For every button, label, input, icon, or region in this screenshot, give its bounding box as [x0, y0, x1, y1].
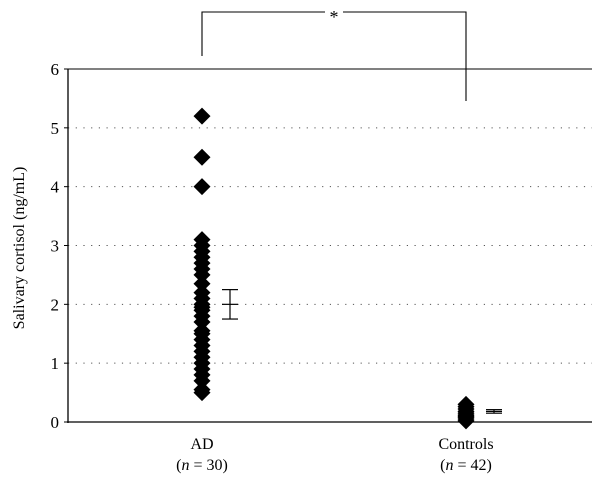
y-tick-labels: 0 1 2 3 4 5 6 [51, 60, 68, 432]
data-point [457, 395, 475, 413]
error-bars [222, 289, 502, 414]
data-point [193, 284, 211, 302]
data-point [193, 275, 211, 293]
y-tick-label: 2 [51, 295, 60, 314]
y-tick-label: 1 [51, 354, 60, 373]
grid-lines [68, 127, 592, 364]
category-label: AD [190, 436, 213, 453]
y-tick-label: 0 [51, 413, 60, 432]
y-tick-label: 4 [51, 178, 60, 197]
significance-asterisk: * [330, 7, 339, 27]
category-labels: AD (n = 30) Controls (n = 42) [176, 436, 493, 474]
category-label: Controls [438, 436, 493, 453]
y-tick-label: 6 [51, 60, 60, 79]
significance-bracket: * [201, 6, 467, 101]
data-point [193, 231, 211, 249]
data-point [193, 107, 211, 125]
data-point [193, 322, 211, 340]
data-markers [193, 107, 475, 430]
y-tick-label: 5 [51, 119, 60, 138]
bracket-gap [325, 6, 343, 18]
y-axis-label: Salivary cortisol (ng/mL) [11, 167, 28, 330]
data-point [193, 381, 211, 399]
y-tick-label: 3 [51, 237, 60, 256]
data-point [193, 178, 211, 196]
group-n-label: (n = 42) [440, 457, 492, 474]
group-n-label: (n = 30) [176, 457, 228, 474]
data-point [193, 148, 211, 166]
